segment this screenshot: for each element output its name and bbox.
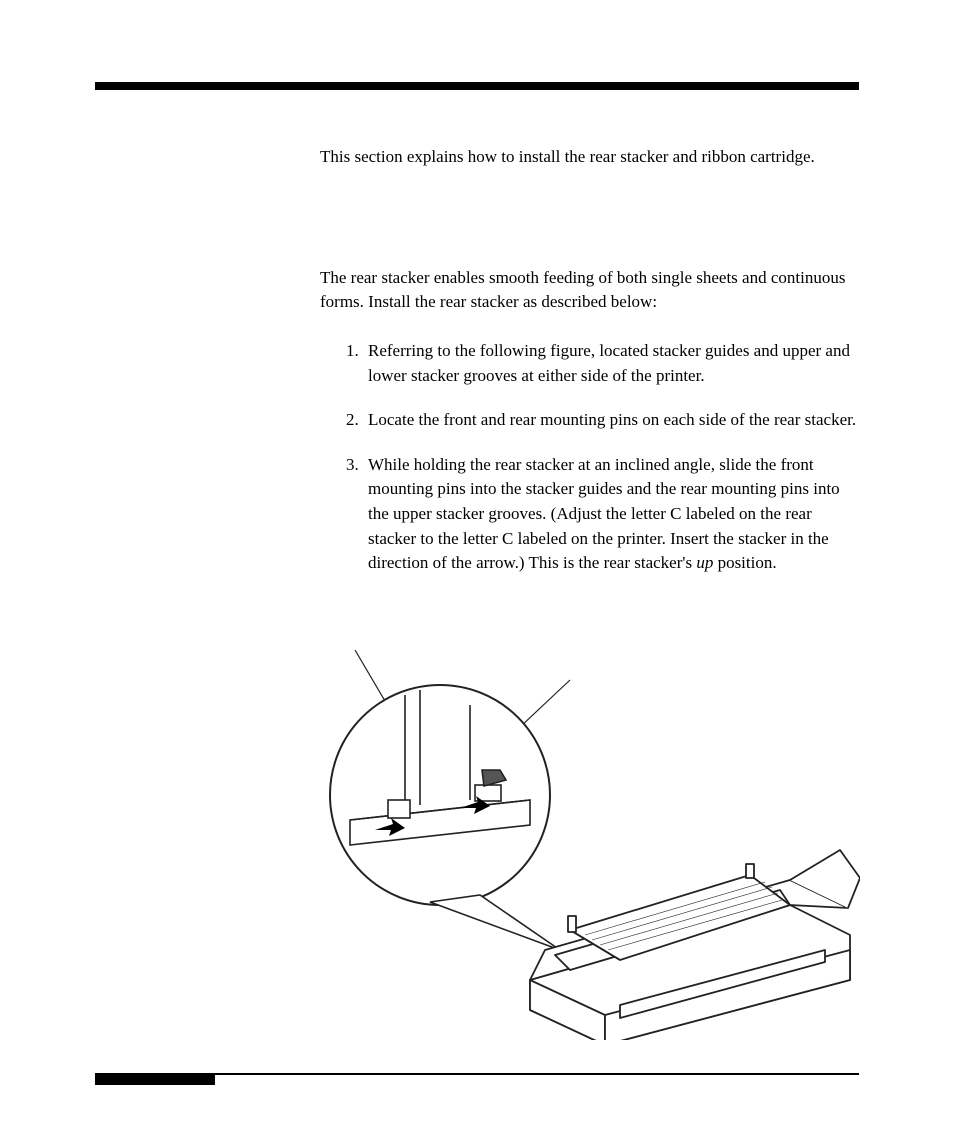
step-number: 2. — [346, 408, 368, 433]
bottom-rule-stub — [95, 1075, 215, 1085]
step-text: Referring to the following figure, locat… — [368, 341, 850, 385]
step-3: 3.While holding the rear stacker at an i… — [346, 453, 860, 576]
step-text: Locate the front and rear mounting pins … — [368, 410, 856, 429]
step-1: 1.Referring to the following figure, loc… — [346, 339, 860, 388]
top-rule — [95, 82, 859, 90]
page: This section explains how to install the… — [0, 0, 954, 1145]
step-number: 1. — [346, 339, 368, 364]
step-2: 2.Locate the front and rear mounting pin… — [346, 408, 860, 433]
content-column: This section explains how to install the… — [320, 145, 860, 596]
step-text-italic: up — [696, 553, 713, 572]
step-text-after: position. — [713, 553, 776, 572]
intro-paragraph: This section explains how to install the… — [320, 145, 860, 170]
body-paragraph: The rear stacker enables smooth feeding … — [320, 266, 860, 315]
printer-illustration-icon — [320, 650, 860, 1040]
figure-printer-rear-stacker — [320, 650, 860, 1040]
step-number: 3. — [346, 453, 368, 478]
steps-list: 1.Referring to the following figure, loc… — [320, 339, 860, 576]
